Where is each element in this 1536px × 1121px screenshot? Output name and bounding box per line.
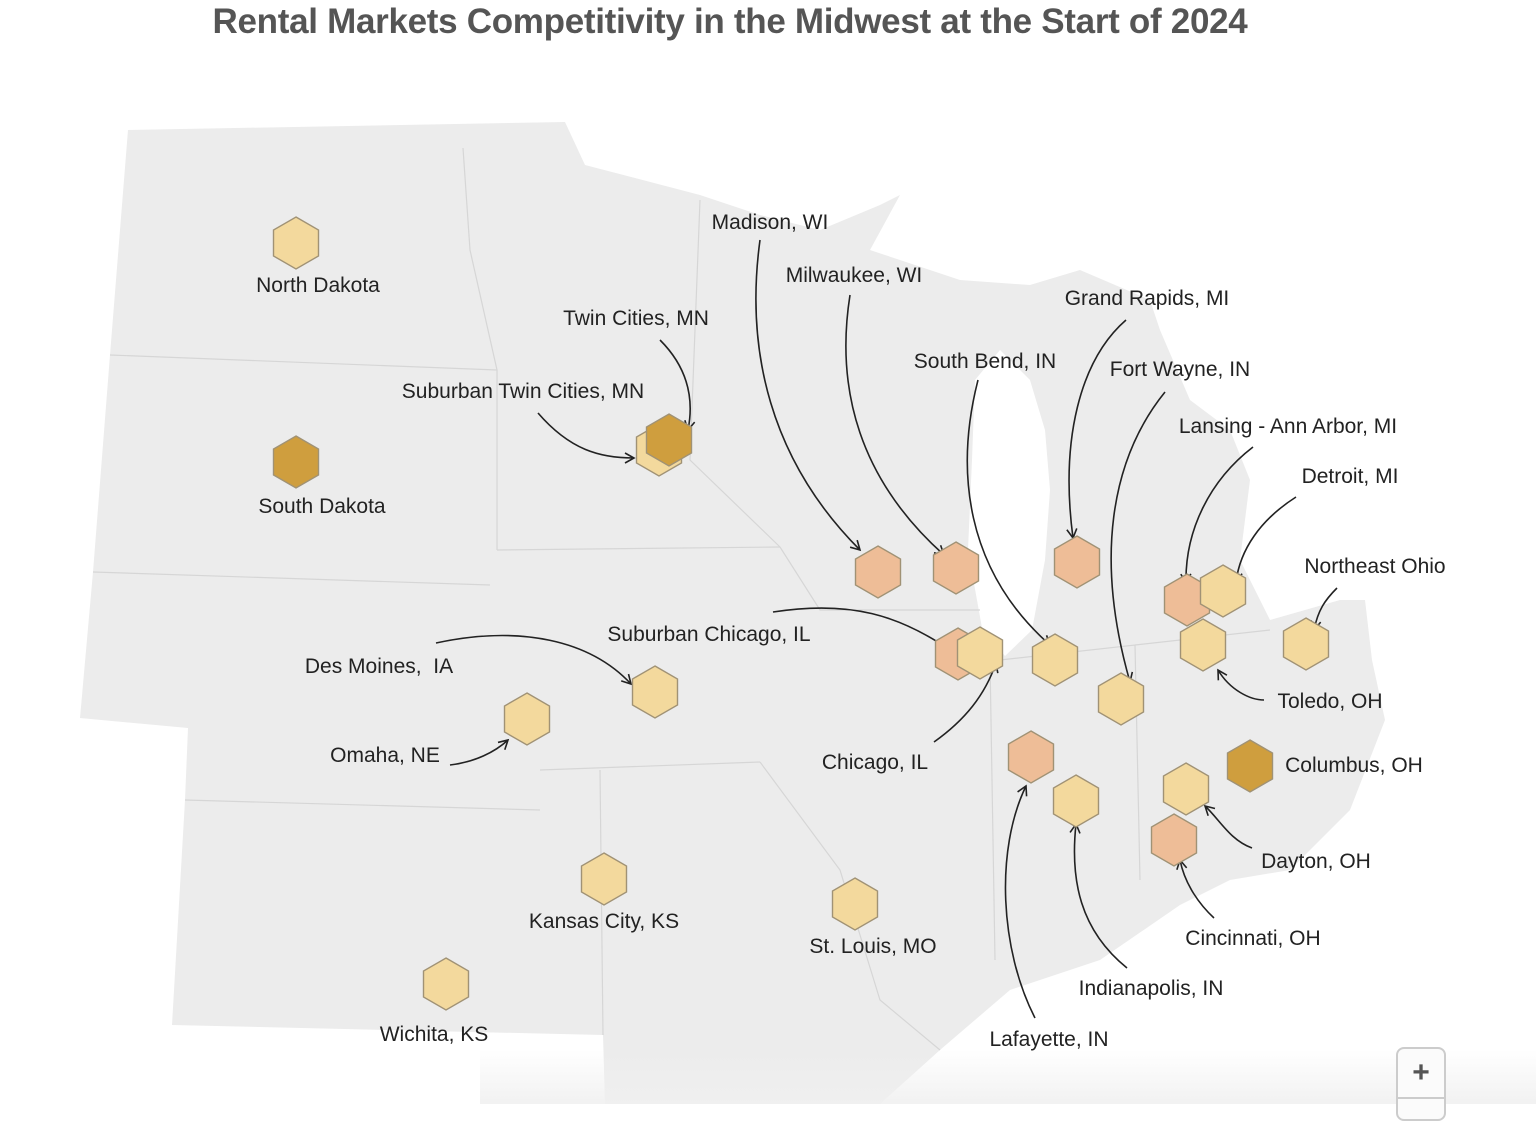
hex-marker-des-moines-ia[interactable]: [631, 665, 679, 719]
hex-marker-fort-wayne-in[interactable]: [1097, 672, 1145, 726]
arrow-indianapolis-in: [1069, 822, 1128, 969]
label-st-louis-mo: St. Louis, MO: [809, 935, 936, 958]
label-grand-rapids-mi: Grand Rapids, MI: [1065, 287, 1230, 310]
arrow-dayton-oh: [1203, 804, 1253, 849]
arrow-lansing-ann-arbor-mi: [1180, 446, 1254, 585]
arrow-suburban-twin-cities-mn: [537, 412, 636, 464]
arrow-omaha-ne: [449, 738, 510, 766]
hex-marker-omaha-ne[interactable]: [503, 692, 551, 746]
arrow-cincinnati-oh: [1176, 858, 1215, 919]
label-des-moines-ia: Des Moines, IA: [305, 655, 453, 678]
label-kansas-city-ks: Kansas City, KS: [529, 910, 679, 933]
hex-marker-grand-rapids-mi[interactable]: [1053, 535, 1101, 589]
midwest-land: [80, 122, 1385, 1104]
arrow-fort-wayne-in: [1110, 391, 1166, 684]
label-detroit-mi: Detroit, MI: [1302, 465, 1399, 488]
hex-marker-twin-cities-mn[interactable]: [645, 413, 693, 467]
hex-marker-indianapolis-in[interactable]: [1052, 774, 1100, 828]
leader-arrows: [435, 239, 1338, 1019]
hex-marker-northeast-ohio[interactable]: [1282, 617, 1330, 671]
arrow-twin-cities-mn: [659, 339, 696, 432]
label-dayton-oh: Dayton, OH: [1261, 850, 1371, 873]
hex-marker-cincinnati-oh[interactable]: [1150, 813, 1198, 867]
lake-michigan: [968, 350, 1050, 656]
hex-marker-madison-wi[interactable]: [854, 545, 902, 599]
hex-marker-south-bend-in[interactable]: [1031, 633, 1079, 687]
label-milwaukee-wi: Milwaukee, WI: [786, 264, 923, 287]
hex-marker-detroit-mi[interactable]: [1199, 564, 1247, 618]
hex-marker-south-dakota[interactable]: [272, 435, 320, 489]
hex-marker-columbus-oh[interactable]: [1226, 739, 1274, 793]
label-south-dakota: South Dakota: [258, 495, 386, 518]
hex-marker-milwaukee-wi[interactable]: [932, 541, 980, 595]
label-northeast-ohio: Northeast Ohio: [1304, 555, 1445, 578]
arrow-grand-rapids-mi: [1066, 319, 1127, 540]
label-suburban-twin-cities-mn: Suburban Twin Cities, MN: [402, 380, 644, 403]
label-suburban-chicago-il: Suburban Chicago, IL: [607, 623, 810, 646]
label-madison-wi: Madison, WI: [712, 211, 829, 234]
label-omaha-ne: Omaha, NE: [330, 744, 440, 767]
hex-marker-dayton-oh[interactable]: [1162, 762, 1210, 816]
zoom-in-button[interactable]: +: [1398, 1049, 1444, 1099]
arrow-detroit-mi: [1231, 496, 1297, 584]
label-chicago-il: Chicago, IL: [822, 751, 928, 774]
arrow-south-bend-in: [966, 379, 1052, 647]
hex-marker-lafayette-in[interactable]: [1007, 730, 1055, 784]
label-indianapolis-in: Indianapolis, IN: [1079, 977, 1224, 1000]
arrow-chicago-il: [933, 661, 999, 743]
arrow-madison-wi: [755, 239, 862, 552]
hex-marker-toledo-oh[interactable]: [1179, 618, 1227, 672]
label-twin-cities-mn: Twin Cities, MN: [563, 307, 709, 330]
labels: North Dakota South Dakota Suburban Twin Ci…: [256, 211, 1445, 1051]
label-cincinnati-oh: Cincinnati, OH: [1185, 927, 1320, 950]
label-south-bend-in: South Bend, IN: [914, 350, 1056, 373]
zoom-control: +: [1396, 1047, 1446, 1121]
hex-marker-st-louis-mo[interactable]: [831, 877, 879, 931]
label-north-dakota: North Dakota: [256, 274, 380, 297]
arrow-des-moines-ia: [435, 634, 633, 686]
arrow-milwaukee-wi: [845, 294, 946, 557]
label-wichita-ks: Wichita, KS: [380, 1023, 489, 1046]
arrow-lafayette-in: [1004, 784, 1036, 1019]
hex-marker-kansas-city-ks[interactable]: [580, 852, 628, 906]
label-columbus-oh: Columbus, OH: [1285, 754, 1423, 777]
hex-marker-chicago-il[interactable]: [956, 626, 1004, 680]
hex-marker-wichita-ks[interactable]: [422, 957, 470, 1011]
arrow-toledo-oh: [1217, 668, 1265, 701]
hex-marker-north-dakota[interactable]: [272, 216, 320, 270]
bottom-fade: [480, 1050, 1536, 1104]
markers: [272, 216, 1330, 1011]
map-title: Rental Markets Competitivity in the Midw…: [212, 2, 1248, 41]
label-fort-wayne-in: Fort Wayne, IN: [1110, 358, 1250, 381]
arrow-suburban-chicago-il: [772, 607, 955, 653]
label-toledo-oh: Toledo, OH: [1277, 690, 1382, 713]
label-lafayette-in: Lafayette, IN: [989, 1028, 1108, 1051]
label-lansing-ann-arbor-mi: Lansing - Ann Arbor, MI: [1179, 415, 1397, 438]
